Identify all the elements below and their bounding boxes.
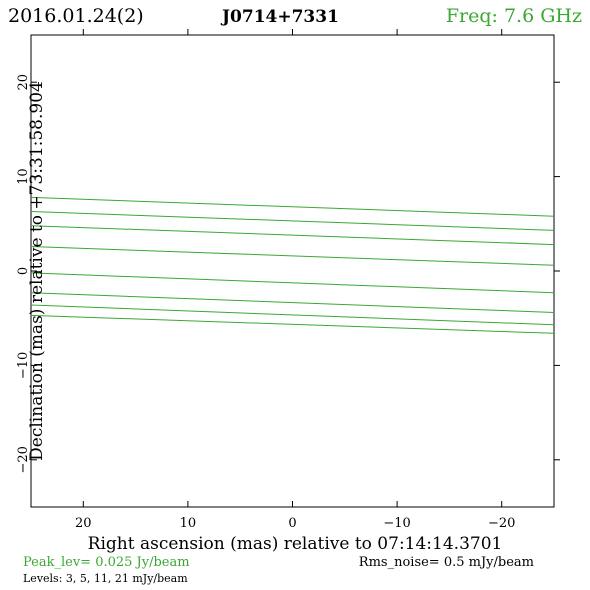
x-tick-label: 10: [180, 516, 197, 531]
rms-noise: Rms_noise= 0.5 mJy/beam: [359, 555, 534, 570]
x-tick-label: −20: [488, 516, 515, 531]
y-tick-label: 10: [16, 168, 31, 185]
axis-ticks: 20 10 0 −10 −20 20 10 0 −10 −20: [16, 29, 560, 531]
y-tick-label: 20: [16, 74, 31, 91]
contour-line-5: [30, 272, 555, 294]
y-tick-label: −10: [16, 352, 31, 379]
y-tick-label: 0: [16, 267, 31, 275]
contour-line-3: [30, 225, 555, 246]
x-tick-label: 0: [288, 516, 296, 531]
y-tick-label: −20: [16, 446, 31, 473]
source-name: J0714+7331: [220, 7, 339, 27]
x-tick-label: 20: [75, 516, 92, 531]
plot-frame: [30, 34, 555, 508]
contour-line-2: [30, 211, 555, 231]
x-tick-label: −10: [383, 516, 410, 531]
y-axis-label: Declination (mas) relative to +73:31:58.…: [27, 81, 47, 461]
contour-line-4: [30, 246, 555, 266]
contour-line-8: [30, 314, 555, 334]
contour-line-7: [30, 304, 555, 326]
peak-level: Peak_lev= 0.025 Jy/beam: [23, 555, 190, 570]
x-axis-label: Right ascension (mas) relative to 07:14:…: [88, 534, 503, 554]
contour-line-1: [30, 196, 555, 217]
contour-lines: [30, 196, 555, 334]
observation-date: 2016.01.24(2): [8, 5, 144, 27]
contour-levels: Levels: 3, 5, 11, 21 mJy/beam: [23, 572, 188, 585]
frequency-label: Freq: 7.6 GHz: [446, 5, 582, 27]
contour-line-6: [30, 292, 555, 313]
